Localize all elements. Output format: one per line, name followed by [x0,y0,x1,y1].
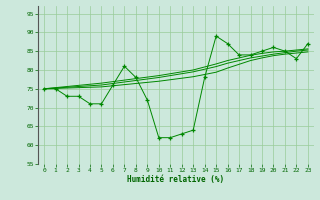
X-axis label: Humidité relative (%): Humidité relative (%) [127,175,225,184]
